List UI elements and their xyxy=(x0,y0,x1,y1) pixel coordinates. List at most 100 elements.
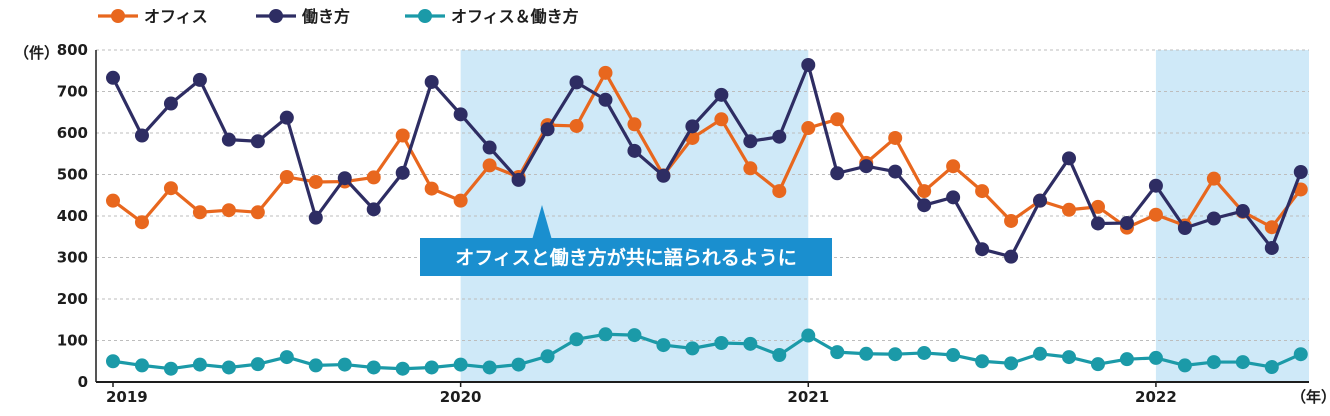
data-point-s2-14 xyxy=(511,172,526,187)
data-point-s1-12 xyxy=(453,193,468,208)
data-point-s2-11 xyxy=(424,74,439,89)
data-point-s2-7 xyxy=(308,210,323,225)
data-point-s2-22 xyxy=(743,134,758,149)
data-point-s3-15 xyxy=(540,349,555,364)
data-point-s1-41 xyxy=(1293,182,1308,197)
data-point-s1-3 xyxy=(192,205,207,220)
data-point-s2-33 xyxy=(1062,151,1077,166)
data-point-s3-3 xyxy=(192,357,207,372)
data-point-s2-29 xyxy=(946,190,961,205)
data-point-s1-17 xyxy=(598,65,613,80)
y-axis-unit-label: （件） xyxy=(14,44,59,62)
data-point-s2-4 xyxy=(221,132,236,147)
data-point-s1-11 xyxy=(424,181,439,196)
data-point-s3-13 xyxy=(482,360,497,375)
legend: オフィス 働き方 オフィス＆働き方 xyxy=(98,7,579,26)
data-point-s2-10 xyxy=(395,165,410,180)
data-point-s1-21 xyxy=(714,112,729,127)
data-point-s2-30 xyxy=(975,242,990,257)
data-point-s3-36 xyxy=(1148,350,1163,365)
y-tick-label-400: 400 xyxy=(57,207,88,225)
data-point-s3-2 xyxy=(163,361,178,376)
data-point-s3-27 xyxy=(888,347,903,362)
data-point-s2-41 xyxy=(1293,165,1308,180)
data-point-s2-40 xyxy=(1264,240,1279,255)
data-point-s3-41 xyxy=(1293,347,1308,362)
data-point-s1-6 xyxy=(279,169,294,184)
data-point-s3-8 xyxy=(337,357,352,372)
y-tick-label-200: 200 xyxy=(57,290,88,308)
data-point-s3-10 xyxy=(395,361,410,376)
data-point-s1-36 xyxy=(1148,207,1163,222)
annotation-pointer xyxy=(532,205,552,240)
data-point-s2-24 xyxy=(801,57,816,72)
data-point-s1-27 xyxy=(888,130,903,145)
data-point-s3-22 xyxy=(743,336,758,351)
data-point-s3-1 xyxy=(134,358,149,373)
data-point-s3-38 xyxy=(1206,355,1221,370)
y-tick-label-700: 700 xyxy=(57,83,88,101)
data-point-s1-25 xyxy=(830,112,845,127)
data-point-s1-23 xyxy=(772,184,787,199)
data-point-s2-2 xyxy=(163,96,178,111)
y-tick-label-500: 500 xyxy=(57,166,88,184)
data-point-s2-13 xyxy=(482,140,497,155)
data-point-s2-0 xyxy=(106,70,120,85)
data-point-s3-6 xyxy=(279,350,294,365)
data-point-s1-40 xyxy=(1264,220,1279,235)
data-point-s1-31 xyxy=(1004,213,1019,228)
data-point-s2-37 xyxy=(1177,221,1192,236)
data-point-s2-16 xyxy=(569,75,584,90)
y-tick-label-0: 0 xyxy=(78,373,88,391)
gridlines xyxy=(96,49,1309,341)
x-tick-label-2021: 2021 xyxy=(787,388,829,406)
data-point-s2-34 xyxy=(1090,216,1105,231)
data-point-s1-7 xyxy=(308,174,323,189)
x-tick-label-2019: 2019 xyxy=(106,388,148,406)
data-point-s3-12 xyxy=(453,357,468,372)
data-point-s1-22 xyxy=(743,161,758,176)
series-layer xyxy=(106,57,1308,376)
x-tick-label-2020: 2020 xyxy=(440,388,482,406)
data-point-s3-9 xyxy=(366,360,381,375)
data-point-s3-23 xyxy=(772,348,787,363)
data-point-s2-12 xyxy=(453,107,468,122)
data-point-s1-1 xyxy=(134,215,149,230)
legend-marker-2 xyxy=(269,9,283,23)
data-point-s3-18 xyxy=(627,328,642,343)
data-point-s1-18 xyxy=(627,117,642,132)
data-point-s3-28 xyxy=(917,345,932,360)
data-point-s3-14 xyxy=(511,357,526,372)
legend-label-1: オフィス xyxy=(144,7,208,26)
data-point-s2-5 xyxy=(250,134,265,149)
annotation-text: オフィスと働き方が共に語られるように xyxy=(455,246,797,269)
data-point-s1-4 xyxy=(221,203,236,218)
series-3 xyxy=(106,327,1308,376)
data-point-s1-0 xyxy=(106,193,120,208)
data-point-s3-34 xyxy=(1090,357,1105,372)
data-point-s3-31 xyxy=(1004,356,1019,371)
data-point-s2-9 xyxy=(366,202,381,217)
data-point-s3-11 xyxy=(424,360,439,375)
data-point-s1-33 xyxy=(1062,202,1077,217)
data-point-s3-37 xyxy=(1177,358,1192,373)
data-point-s3-39 xyxy=(1235,355,1250,370)
data-point-s2-15 xyxy=(540,122,555,137)
data-point-s3-0 xyxy=(106,354,120,369)
data-point-s2-23 xyxy=(772,129,787,144)
data-point-s3-5 xyxy=(250,357,265,372)
data-point-s2-21 xyxy=(714,87,729,102)
data-point-s2-17 xyxy=(598,92,613,107)
x-tick-label-2022: 2022 xyxy=(1135,388,1177,406)
data-point-s1-10 xyxy=(395,128,410,143)
data-point-s3-25 xyxy=(830,345,845,360)
data-point-s2-32 xyxy=(1033,193,1048,208)
data-point-s2-39 xyxy=(1235,204,1250,219)
data-point-s1-30 xyxy=(975,184,990,199)
data-point-s3-21 xyxy=(714,335,729,350)
data-point-s3-30 xyxy=(975,354,990,369)
data-point-s1-5 xyxy=(250,205,265,220)
data-point-s2-19 xyxy=(656,168,671,183)
data-point-s2-20 xyxy=(685,119,700,134)
